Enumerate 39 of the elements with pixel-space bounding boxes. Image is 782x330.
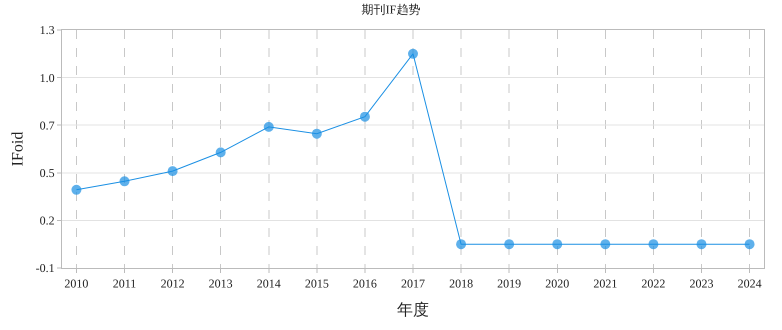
- x-tick-label: 2015: [304, 276, 329, 290]
- point: [600, 239, 610, 250]
- point: [360, 112, 370, 122]
- y-tick-label: -0.1: [36, 261, 55, 276]
- y-tick-label: 0.7: [40, 118, 55, 132]
- x-tick-label: 2024: [738, 276, 762, 290]
- x-tick-label: 2019: [497, 276, 522, 290]
- y-tick-label: 1.0: [40, 70, 55, 85]
- x-axis-title: 年度: [397, 301, 429, 320]
- x-tick-label: 2012: [160, 276, 185, 290]
- point: [71, 184, 82, 195]
- point: [696, 239, 706, 250]
- point: [264, 122, 274, 132]
- chart-title: 期刊IF趋势: [362, 2, 420, 16]
- point: [552, 239, 562, 250]
- x-tick-label: 2023: [689, 276, 714, 290]
- y-axis-title: IFoid: [10, 132, 26, 166]
- x-tick-label: 2017: [401, 276, 425, 290]
- point: [216, 147, 226, 158]
- x-tick-label: 2011: [112, 276, 136, 290]
- x-tick-label: 2022: [641, 276, 666, 290]
- y-tick-label: 0.2: [40, 214, 55, 228]
- point: [312, 128, 322, 139]
- x-tick-label: 2021: [593, 276, 618, 290]
- x-tick-label: 2016: [352, 276, 377, 290]
- y-tick-label: 1.3: [40, 23, 55, 38]
- point: [408, 48, 418, 59]
- x-tick-label: 2013: [208, 276, 233, 290]
- point: [168, 166, 178, 176]
- point: [120, 176, 130, 186]
- x-tick-label: 2010: [64, 276, 88, 290]
- x-tick-label: 2018: [449, 276, 474, 290]
- x-tick-label: 2014: [256, 276, 281, 290]
- point: [456, 239, 466, 250]
- point: [504, 239, 514, 250]
- x-tick-label: 2020: [545, 276, 570, 290]
- point: [648, 239, 658, 250]
- point: [744, 239, 755, 250]
- y-tick-label: 0.5: [40, 166, 55, 180]
